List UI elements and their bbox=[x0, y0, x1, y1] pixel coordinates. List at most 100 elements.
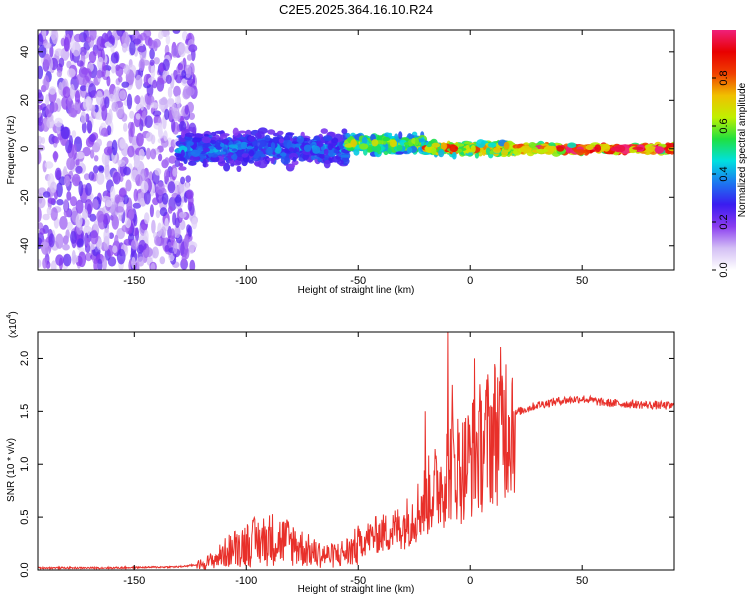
spectrogram-cell bbox=[536, 148, 548, 153]
spectrogram-cell bbox=[134, 154, 141, 168]
spectrogram-cell bbox=[164, 217, 169, 231]
spectrogram-cell bbox=[118, 188, 127, 198]
spectrogram-cell bbox=[84, 68, 92, 82]
spectrogram-cell bbox=[185, 86, 195, 96]
spectrogram-cell bbox=[90, 229, 99, 245]
spectrogram-cell bbox=[46, 117, 55, 129]
spectrogram-cell bbox=[323, 148, 329, 156]
spectrogram-cell bbox=[94, 104, 99, 113]
spectrogram-cell bbox=[178, 182, 185, 194]
spectrogram-cell bbox=[143, 212, 150, 225]
spectrogram-cell bbox=[610, 147, 619, 152]
snr-scale-close: ) bbox=[8, 311, 19, 314]
spectrogram-cell bbox=[111, 101, 119, 112]
spectrogram-cell bbox=[232, 127, 239, 136]
spectrogram-cell bbox=[162, 58, 170, 71]
spectrogram-cell bbox=[76, 238, 84, 248]
spectrogram-cell bbox=[135, 174, 143, 187]
spectrogram-cell bbox=[83, 225, 92, 236]
spectrogram-cell bbox=[86, 96, 93, 110]
spectrogram-cell bbox=[153, 122, 162, 130]
colorbar-ticks: 0.0 0.2 0.4 0.6 0.8 bbox=[712, 70, 730, 278]
spectrogram-cell bbox=[107, 256, 117, 267]
spectrogram-cell bbox=[134, 95, 141, 105]
spectrogram-cell bbox=[178, 211, 187, 219]
spectrogram-cell bbox=[62, 243, 70, 251]
spectrogram-cell bbox=[85, 237, 90, 248]
spectrogram-cell bbox=[197, 147, 202, 154]
spectrogram-cell bbox=[210, 131, 217, 136]
spectrogram-cell bbox=[71, 130, 77, 138]
spectrogram-cell bbox=[111, 64, 116, 74]
spectrogram-cell bbox=[121, 113, 128, 122]
spectrogram-cell bbox=[38, 33, 44, 47]
spectrogram-cell bbox=[85, 252, 93, 262]
spectrogram-cell bbox=[62, 86, 71, 99]
spectrogram-cell bbox=[556, 146, 565, 152]
spectrogram-cell bbox=[123, 122, 128, 132]
spectrogram-cell bbox=[202, 147, 210, 153]
spectrogram-cell bbox=[49, 45, 54, 58]
spectrogram-cell bbox=[98, 165, 105, 174]
spectrogram-cell bbox=[60, 126, 70, 140]
spectrogram-cell bbox=[53, 150, 58, 163]
spectrogram-cell bbox=[602, 143, 611, 152]
spectrogram-cell bbox=[43, 53, 51, 67]
spectrogram-cell bbox=[131, 256, 136, 269]
spectrogram-cell bbox=[245, 143, 255, 148]
spectrogram-cell bbox=[176, 157, 186, 161]
spectrogram-cell bbox=[50, 207, 58, 221]
spectrogram-cell bbox=[69, 84, 75, 100]
spectrogram-cell bbox=[567, 142, 577, 148]
spectrogram-cell bbox=[53, 136, 60, 144]
spectrogram-cell bbox=[167, 86, 173, 99]
spectrogram-cell bbox=[154, 235, 161, 246]
spectrogram-cell bbox=[82, 208, 89, 220]
spectrogram-cell bbox=[96, 69, 103, 79]
spectrogram-cell bbox=[150, 148, 157, 160]
spectrogram-cell bbox=[388, 132, 393, 137]
spectrogram-y-tick-label: -40 bbox=[19, 238, 31, 254]
spectrogram-cell bbox=[105, 173, 111, 181]
spectrogram-cell bbox=[68, 107, 77, 118]
colorbar-tick-label: 0.0 bbox=[718, 262, 730, 277]
spectrogram-cell bbox=[123, 64, 130, 75]
spectrogram-cell bbox=[184, 104, 189, 115]
spectrogram-cell bbox=[66, 157, 76, 171]
colorbar-tick-label: 0.4 bbox=[718, 166, 730, 181]
spectrogram-cell bbox=[165, 34, 171, 45]
spectrogram-cell bbox=[129, 110, 135, 119]
spectrogram-cell bbox=[86, 120, 93, 134]
spectrogram-cell bbox=[101, 195, 110, 203]
spectrogram-cell bbox=[431, 142, 441, 148]
spectrogram-cell bbox=[503, 141, 510, 150]
spectrogram-cell bbox=[130, 239, 139, 250]
spectrogram-cell bbox=[520, 145, 532, 154]
spectrogram-cell bbox=[177, 63, 183, 71]
snr-y-ticks: 0.0 0.5 1.0 1.5 2.0 bbox=[19, 351, 674, 578]
spectrogram-cell bbox=[71, 144, 77, 160]
spectrogram-cell bbox=[140, 180, 149, 193]
spectrogram-cell bbox=[470, 145, 476, 153]
spectrogram-cell bbox=[96, 36, 105, 52]
spectrogram-cell bbox=[58, 57, 65, 68]
spectrogram-cell bbox=[382, 136, 391, 142]
spectrogram-y-axis-title: Frequency (Hz) bbox=[6, 116, 17, 185]
spectrogram-cell bbox=[92, 198, 99, 210]
spectrogram-cell bbox=[179, 120, 187, 133]
spectrogram-cell bbox=[63, 37, 70, 52]
spectrogram-cell bbox=[115, 206, 124, 213]
spectrogram-cell bbox=[149, 59, 155, 66]
spectrogram-cell bbox=[139, 197, 145, 206]
spectrogram-cell bbox=[137, 256, 145, 267]
snr-x-tick-label: -100 bbox=[235, 575, 257, 587]
spectrogram-cell bbox=[303, 144, 312, 152]
spectrogram-cell bbox=[188, 112, 195, 121]
spectrogram-cell bbox=[240, 141, 248, 150]
spectrogram-cell bbox=[371, 139, 379, 147]
spectrogram-cell bbox=[164, 157, 170, 166]
spectrogram-cell bbox=[247, 145, 253, 150]
spectrogram-cell bbox=[42, 257, 48, 269]
spectrogram-cell bbox=[322, 135, 333, 142]
